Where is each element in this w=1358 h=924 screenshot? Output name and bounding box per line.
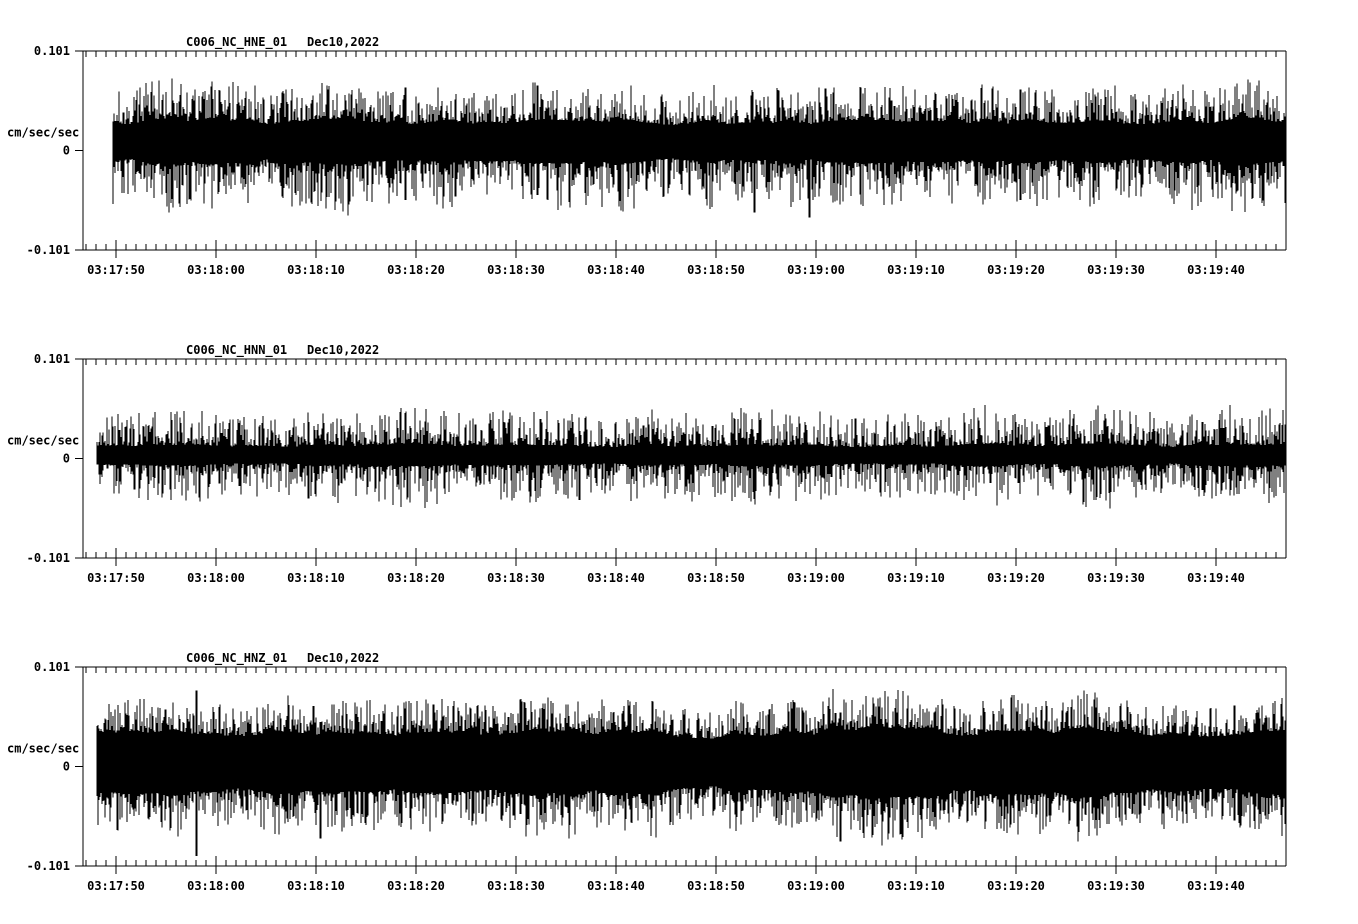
panel-3-y-axis-unit: cm/sec/sec <box>7 742 79 756</box>
panel-1: C006_NC_HNE_01 Dec10,2022 0.101 0 -0.101 cm/s… <box>7 35 1287 277</box>
panel-1-ticks <box>85 51 1287 258</box>
panel-3-xtick-0: 03:17:50 <box>87 879 145 893</box>
panel-1-xtick-8: 03:19:10 <box>887 263 945 277</box>
panel-3-xtick-3: 03:18:20 <box>387 879 445 893</box>
panel-1-date-label: Dec10,2022 <box>307 35 379 49</box>
panel-2-trace <box>96 405 1287 509</box>
panel-1-xtick-0: 03:17:50 <box>87 263 145 277</box>
panel-2: C006_NC_HNN_01 Dec10,2022 0.101 0 -0.101 cm/s… <box>7 343 1287 585</box>
panel-2-ticks <box>85 359 1287 566</box>
panel-1-xtick-11: 03:19:40 <box>1187 263 1245 277</box>
panel-1-y-axis-unit: cm/sec/sec <box>7 126 79 140</box>
panel-1-xtick-2: 03:18:10 <box>287 263 345 277</box>
panel-3-xtick-11: 03:19:40 <box>1187 879 1245 893</box>
panel-2-xtick-6: 03:18:50 <box>687 571 745 585</box>
panel-2-xtick-4: 03:18:30 <box>487 571 545 585</box>
panel-3-xtick-2: 03:18:10 <box>287 879 345 893</box>
panel-1-xtick-5: 03:18:40 <box>587 263 645 277</box>
panel-3-trace <box>96 688 1287 857</box>
panel-2-y-axis-unit: cm/sec/sec <box>7 434 79 448</box>
panel-2-ytick-0: 0.101 <box>34 352 70 366</box>
panel-2-ytick-1: 0 <box>63 452 70 466</box>
panel-1-xtick-10: 03:19:30 <box>1087 263 1145 277</box>
panel-2-xtick-1: 03:18:00 <box>187 571 245 585</box>
panel-3-date-label: Dec10,2022 <box>307 651 379 665</box>
panel-1-frame <box>75 50 1287 251</box>
panel-1-ytick-1: 0 <box>63 144 70 158</box>
panel-1-xtick-3: 03:18:20 <box>387 263 445 277</box>
panel-2-xtick-7: 03:19:00 <box>787 571 845 585</box>
panel-3-ytick-1: 0 <box>63 760 70 774</box>
panel-2-xtick-3: 03:18:20 <box>387 571 445 585</box>
panel-3-ytick-0: 0.101 <box>34 660 70 674</box>
panel-1-xtick-6: 03:18:50 <box>687 263 745 277</box>
panel-2-date-label: Dec10,2022 <box>307 343 379 357</box>
panel-1-xtick-9: 03:19:20 <box>987 263 1045 277</box>
panel-3: C006_NC_HNZ_01 Dec10,2022 0.101 0 -0.101 cm/s… <box>7 651 1287 893</box>
panel-2-xtick-0: 03:17:50 <box>87 571 145 585</box>
panel-3-xtick-6: 03:18:50 <box>687 879 745 893</box>
panel-3-xtick-4: 03:18:30 <box>487 879 545 893</box>
panel-1-xtick-7: 03:19:00 <box>787 263 845 277</box>
panel-2-xtick-11: 03:19:40 <box>1187 571 1245 585</box>
panel-3-frame <box>75 666 1287 867</box>
panel-1-ytick-0: 0.101 <box>34 44 70 58</box>
panel-3-xtick-1: 03:18:00 <box>187 879 245 893</box>
panel-2-xtick-10: 03:19:30 <box>1087 571 1145 585</box>
panel-2-xtick-9: 03:19:20 <box>987 571 1045 585</box>
panel-2-xtick-8: 03:19:10 <box>887 571 945 585</box>
panel-3-ticks <box>85 667 1287 874</box>
panel-2-station-title: C006_NC_HNN_01 <box>186 343 287 358</box>
panel-3-xtick-5: 03:18:40 <box>587 879 645 893</box>
panel-3-xtick-8: 03:19:10 <box>887 879 945 893</box>
panel-3-xtick-7: 03:19:00 <box>787 879 845 893</box>
panel-2-ytick-2: -0.101 <box>27 551 70 565</box>
panel-1-trace <box>112 78 1287 218</box>
panel-3-xtick-10: 03:19:30 <box>1087 879 1145 893</box>
panel-1-xtick-4: 03:18:30 <box>487 263 545 277</box>
panel-1-xtick-1: 03:18:00 <box>187 263 245 277</box>
panel-2-xtick-5: 03:18:40 <box>587 571 645 585</box>
panel-1-ytick-2: -0.101 <box>27 243 70 257</box>
panel-1-station-title: C006_NC_HNE_01 <box>186 35 287 50</box>
panel-3-ytick-2: -0.101 <box>27 859 70 873</box>
panel-3-xtick-9: 03:19:20 <box>987 879 1045 893</box>
panel-2-frame <box>75 358 1287 559</box>
panel-3-station-title: C006_NC_HNZ_01 <box>186 651 287 666</box>
panel-2-xtick-2: 03:18:10 <box>287 571 345 585</box>
